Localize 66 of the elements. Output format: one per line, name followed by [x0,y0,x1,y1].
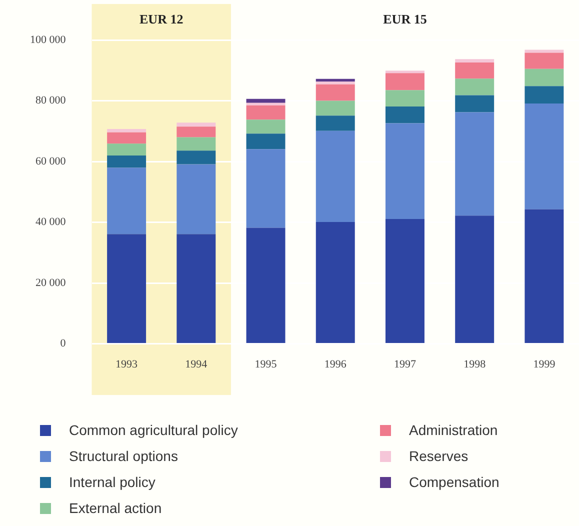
bar [246,149,286,228]
legend-label: Common agricultural policy [69,422,238,438]
band-label: EUR 12 [140,11,184,26]
bar [455,216,494,344]
legend-label: External action [69,500,162,516]
bar [455,95,494,112]
bar [316,130,355,222]
bar [385,123,424,219]
bar [524,209,564,344]
bar [107,132,146,144]
x-tick-label: 1994 [185,358,208,370]
bar [107,129,146,132]
legend-label: Reserves [409,448,468,464]
bar [524,68,564,86]
bar [107,234,146,344]
text: EUR 15 [383,11,428,26]
bar [246,228,286,344]
y-tick-label: 40 000 [36,216,66,228]
bar [385,70,424,74]
bar [385,218,424,344]
bar [455,59,494,62]
bar [316,222,355,344]
bar [524,52,564,69]
legend-label: Structural options [69,448,178,464]
x-tick-label: 1996 [324,358,347,370]
bar [385,106,424,124]
bar [455,78,494,96]
bar [246,134,286,150]
x-tick-label: 1993 [116,358,138,370]
bar [385,90,424,107]
bar [316,82,355,84]
bar [246,120,286,134]
bar [246,98,286,103]
bar [176,122,216,127]
x-tick-label: 1999 [533,358,556,370]
x-tick-label: 1997 [394,358,416,370]
y-tick-label: 80 000 [36,94,66,107]
bar [107,144,146,156]
bar [176,137,216,151]
legend-label: Internal policy [69,474,156,490]
bar [316,100,355,116]
x-tick-label: 1998 [464,358,486,370]
bar [524,86,564,104]
bar [246,102,286,106]
y-tick-label: 60 000 [36,155,66,168]
bar [316,78,355,82]
legend-label: Administration [409,422,498,438]
bar [176,234,216,344]
bar [385,73,424,90]
y-tick-label: 100 000 [30,34,66,46]
legend-label: Compensation [409,474,500,490]
bar [524,103,564,210]
bar [246,105,286,120]
bar [316,84,355,101]
bar [524,50,564,53]
y-tick-label: 0 [60,338,66,350]
bar [176,126,216,138]
bar [316,116,355,131]
bar [455,62,494,79]
bar [107,168,146,234]
y-tick-label: 20 000 [36,276,66,289]
bar [107,155,146,168]
bar [455,112,494,216]
bar [176,164,216,234]
x-tick-label: 1995 [254,358,278,370]
bar [176,150,216,164]
